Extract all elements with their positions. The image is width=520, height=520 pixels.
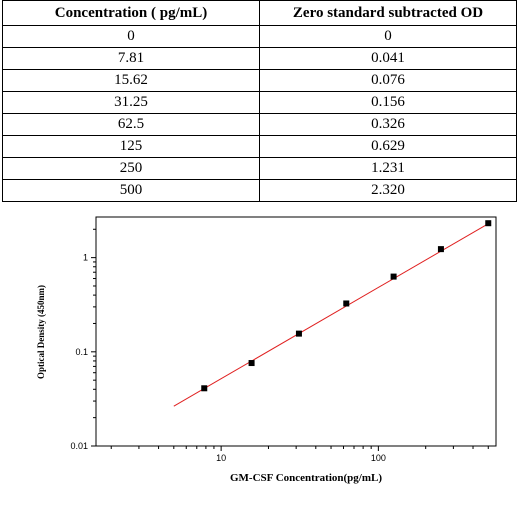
od-cell: 1.231 xyxy=(259,157,517,180)
od-cell: 0.041 xyxy=(259,47,517,70)
concentration-header: Concentration ( pg/mL) xyxy=(2,0,260,26)
data-points xyxy=(201,220,492,392)
table-row: 62.5 0.326 xyxy=(2,113,517,136)
od-cell: 0.156 xyxy=(259,91,517,114)
x-tick-label: 100 xyxy=(371,453,386,463)
fit-line xyxy=(173,221,492,407)
data-point xyxy=(201,385,208,392)
data-point xyxy=(295,330,302,337)
table-row: 250 1.231 xyxy=(2,157,517,180)
data-point xyxy=(248,360,255,367)
od-header: Zero standard subtracted OD xyxy=(259,0,517,26)
table-row: 500 2.320 xyxy=(2,179,517,202)
concentration-cell: 125 xyxy=(2,135,260,158)
concentration-cell: 250 xyxy=(2,157,260,180)
data-point xyxy=(390,273,397,280)
standard-curve-chart: 10 100 0.01 0.1 1 GM-CSF Concentration(pg/m… xyxy=(36,216,497,484)
data-point xyxy=(343,300,350,307)
fit-line-layer xyxy=(173,221,492,407)
data-point xyxy=(485,220,492,227)
od-cell: 0.326 xyxy=(259,113,517,136)
x-axis-label: GM-CSF Concentration(pg/mL) xyxy=(230,472,382,484)
standard-curve-table: Concentration ( pg/mL) Zero standard sub… xyxy=(2,0,517,202)
concentration-cell: 62.5 xyxy=(2,113,260,136)
data-point xyxy=(437,246,444,253)
od-cell: 2.320 xyxy=(259,179,517,202)
x-tick-label: 10 xyxy=(216,453,226,463)
od-cell: 0 xyxy=(259,25,517,48)
table-row: 7.81 0.041 xyxy=(2,47,517,70)
y-tick-label: 1 xyxy=(83,253,88,263)
y-axis-label: Optical Density (450nm) xyxy=(36,285,46,379)
concentration-cell: 7.81 xyxy=(2,47,260,70)
x-axis: 10 100 xyxy=(110,446,489,463)
table-row: 15.62 0.076 xyxy=(2,69,517,92)
y-tick-label: 0.01 xyxy=(70,441,88,451)
concentration-cell: 500 xyxy=(2,179,260,202)
y-axis: 0.01 0.1 1 xyxy=(70,228,96,451)
od-cell: 0.629 xyxy=(259,135,517,158)
concentration-cell: 0 xyxy=(2,25,260,48)
concentration-cell: 31.25 xyxy=(2,91,260,114)
od-cell: 0.076 xyxy=(259,69,517,92)
table-header-row: Concentration ( pg/mL) Zero standard sub… xyxy=(2,0,517,26)
y-tick-label: 0.1 xyxy=(75,347,88,357)
table-row: 125 0.629 xyxy=(2,135,517,158)
concentration-cell: 15.62 xyxy=(2,69,260,92)
table-row: 31.25 0.156 xyxy=(2,91,517,114)
